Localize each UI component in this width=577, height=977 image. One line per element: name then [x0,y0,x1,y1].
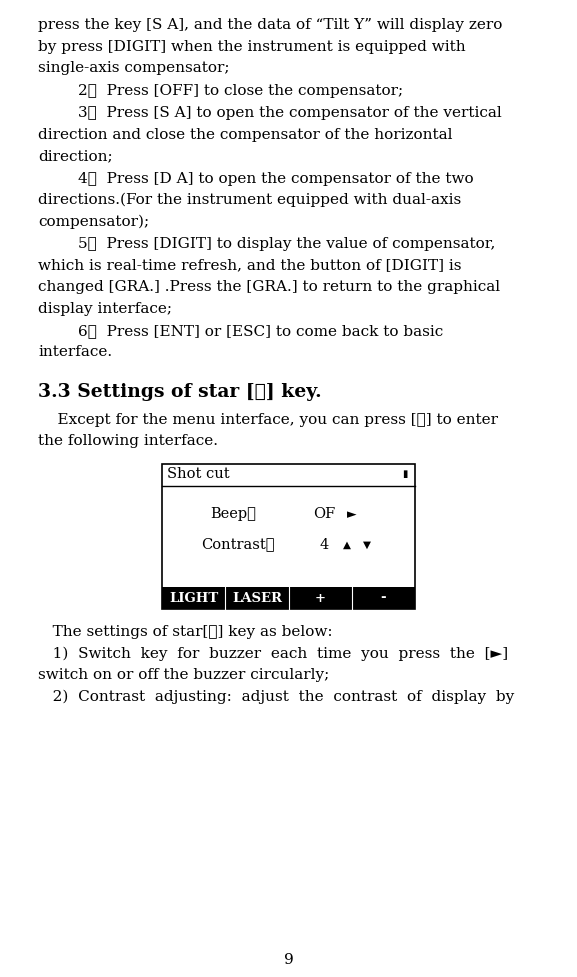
Text: 2)  Contrast  adjusting:  adjust  the  contrast  of  display  by: 2) Contrast adjusting: adjust the contra… [38,690,514,703]
Text: switch on or off the buzzer circularly;: switch on or off the buzzer circularly; [38,668,329,682]
Text: single-axis compensator;: single-axis compensator; [38,61,230,75]
Text: the following interface.: the following interface. [38,435,218,448]
Text: direction;: direction; [38,149,113,163]
Text: Contrast：: Contrast： [201,537,275,552]
Bar [162,464,415,609]
Text: ▮: ▮ [402,469,408,479]
Text: -: - [381,591,386,605]
Text: 6）  Press [ENT] or [ESC] to come back to basic: 6） Press [ENT] or [ESC] to come back to … [78,324,443,338]
Text: 4: 4 [319,537,328,552]
Text: ►: ► [347,508,357,521]
Text: by press [DIGIT] when the instrument is equipped with: by press [DIGIT] when the instrument is … [38,39,466,54]
Text: 5）  Press [DIGIT] to display the value of compensator,: 5） Press [DIGIT] to display the value of… [78,237,496,251]
Text: 3.3 Settings of star [★] key.: 3.3 Settings of star [★] key. [38,383,321,401]
Text: compensator);: compensator); [38,215,149,229]
Text: 3）  Press [S A] to open the compensator of the vertical: 3） Press [S A] to open the compensator o… [78,106,502,120]
Text: 4）  Press [D A] to open the compensator of the two: 4） Press [D A] to open the compensator o… [78,172,474,186]
Text: Except for the menu interface, you can press [★] to enter: Except for the menu interface, you can p… [38,413,498,427]
Text: interface.: interface. [38,346,112,360]
Text: changed [GRA.] .Press the [GRA.] to return to the graphical: changed [GRA.] .Press the [GRA.] to retu… [38,280,500,294]
Text: 9: 9 [284,953,293,967]
Bar [162,587,415,609]
Text: 2）  Press [OFF] to close the compensator;: 2） Press [OFF] to close the compensator; [78,83,403,98]
Text: +: + [314,591,325,605]
Text: Shot cut: Shot cut [167,467,230,481]
Text: display interface;: display interface; [38,302,172,316]
Text: directions.(For the instrument equipped with dual-axis: directions.(For the instrument equipped … [38,193,461,207]
Text: ▲: ▲ [343,539,351,550]
Text: ▼: ▼ [363,539,371,550]
Text: LASER: LASER [232,591,282,605]
Text: LIGHT: LIGHT [169,591,218,605]
Text: direction and close the compensator of the horizontal: direction and close the compensator of t… [38,128,452,142]
Text: OF: OF [313,507,335,522]
Text: Beep：: Beep： [210,507,256,522]
Text: which is real-time refresh, and the button of [DIGIT] is: which is real-time refresh, and the butt… [38,259,462,273]
Text: press the key [S A], and the data of “Tilt Y” will display zero: press the key [S A], and the data of “Ti… [38,18,503,32]
Text: The settings of star[★] key as below:: The settings of star[★] key as below: [38,625,332,639]
Text: 1)  Switch  key  for  buzzer  each  time  you  press  the  [►]: 1) Switch key for buzzer each time you p… [38,647,508,660]
